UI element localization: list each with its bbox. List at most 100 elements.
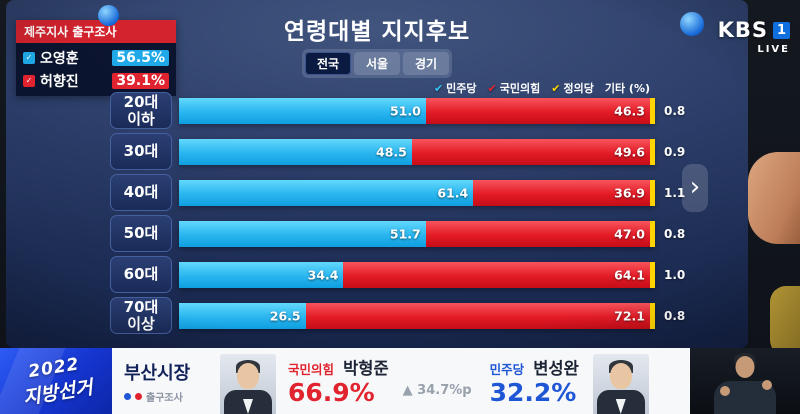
chart-row: 70대 이상 26.5 72.1 0.8 (110, 297, 690, 334)
justice-party-bar (650, 179, 655, 206)
candidate-name: 허향진 (40, 74, 79, 90)
people-power-party-bar: 49.6 (411, 138, 650, 165)
legend-label: 기타 (%) (604, 82, 650, 95)
democratic-party-bar: 26.5 (179, 302, 306, 329)
chart-row: 30대 48.5 49.6 0.9 (110, 133, 690, 170)
interpreter-head (735, 356, 755, 378)
people-power-value: 72.1 (614, 308, 645, 323)
people-power-value: 47.0 (614, 226, 645, 241)
tab-전국[interactable]: 전국 (305, 52, 351, 75)
bottom-ticker: 2022 지방선거 부산시장 출구조사 국민의힘 (0, 348, 800, 414)
legend-item: ✔ 민주당 (434, 80, 477, 96)
exit-poll-panel: 제주지사 출구조사 ✓ 오영훈 56.5% ✓ 허향진 39.1% (16, 20, 176, 96)
photo-head (609, 363, 632, 389)
winner-name: 박형준 (343, 359, 389, 379)
people-power-party-bar: 46.3 (425, 97, 650, 124)
margin-value: ▲ 34.7%p (402, 382, 472, 398)
tab-서울[interactable]: 서울 (354, 52, 400, 75)
justice-party-bar (650, 97, 655, 124)
winner-party: 국민의힘 (288, 362, 335, 378)
justice-party-bar (650, 220, 655, 247)
photo-shirt (615, 399, 626, 414)
runner-up-value: 32.2% (489, 378, 577, 408)
runner-up-party: 민주당 (489, 362, 525, 378)
page-title: 연령대별 지지후보 (283, 19, 471, 45)
age-group-label: 30대 (110, 133, 172, 170)
exit-poll-title: 제주지사 출구조사 (16, 20, 176, 43)
democratic-party-bar: 61.4 (179, 179, 474, 206)
candidate-photo-runner-up (592, 354, 649, 414)
ticker-main: 부산시장 출구조사 국민의힘 박형준 66.9% (112, 348, 690, 414)
people-power-value: 64.1 (614, 267, 645, 282)
red-dot-icon (135, 392, 142, 400)
ballot-icon: ✓ (23, 52, 35, 64)
legend-check-icon: ✔ (433, 81, 444, 95)
others-value: 0.8 (664, 308, 686, 323)
blue-dot-icon (124, 392, 131, 400)
age-group-label: 70대 이상 (110, 297, 172, 334)
people-power-value: 36.9 (614, 185, 645, 200)
candidate-name: 오영훈 (40, 51, 79, 67)
next-chevron-icon[interactable]: › (682, 164, 708, 212)
race-block: 부산시장 출구조사 (124, 359, 210, 404)
legend-label: 국민의힘 (499, 82, 541, 95)
runner-up-name: 변성완 (533, 359, 579, 379)
age-group-label: 50대 (110, 215, 172, 252)
presenter-hand (748, 152, 800, 244)
exit-poll-row: ✓ 오영훈 56.5% (23, 48, 169, 68)
people-power-party-bar: 64.1 (343, 261, 650, 288)
democratic-value: 51.7 (389, 226, 421, 241)
photo-head (237, 363, 259, 389)
democratic-value: 61.4 (437, 185, 469, 200)
democratic-party-bar: 48.5 (179, 138, 412, 165)
ballot-icon: ✓ (23, 75, 35, 87)
race-title: 부산시장 (124, 362, 191, 384)
legend-item: ✔ 정의당 (551, 80, 594, 96)
democratic-party-bar: 51.7 (179, 220, 426, 247)
democratic-party-bar: 51.0 (179, 97, 426, 124)
chart-row: 50대 51.7 47.0 0.8 (110, 215, 690, 252)
chart-row: 20대 이하 51.0 46.3 0.8 (110, 92, 690, 129)
legend-item: ✔ 국민의힘 (488, 80, 541, 96)
justice-party-bar (650, 138, 655, 165)
people-power-value: 46.3 (614, 103, 645, 118)
bar-track: 51.0 46.3 (179, 97, 655, 124)
bar-track: 34.4 64.1 (179, 261, 655, 288)
chart-row: 40대 61.4 36.9 1.1 (110, 174, 690, 211)
candidate-value: 39.1% (112, 73, 169, 89)
live-badge: LIVE (757, 44, 790, 55)
democratic-value: 51.0 (390, 103, 421, 118)
bar-track: 61.4 36.9 (179, 179, 655, 206)
region-tabs: 전국 서울 경기 (302, 49, 452, 78)
people-power-party-bar: 47.0 (425, 220, 650, 247)
legend-label: 민주당 (446, 82, 477, 95)
chart-row: 60대 34.4 64.1 1.0 (110, 256, 690, 293)
exit-poll-badge: 출구조사 (124, 389, 210, 404)
others-value: 1.1 (664, 185, 686, 200)
photo-shirt (243, 399, 253, 414)
others-value: 0.8 (664, 226, 686, 241)
age-group-label: 60대 (110, 256, 172, 293)
bar-track: 48.5 49.6 (179, 138, 655, 165)
winner-block: 국민의힘 박형준 66.9% (288, 355, 389, 407)
kbs-channel-badge: 1 (773, 21, 790, 39)
age-group-label: 40대 (110, 174, 172, 211)
legend: ✔ 민주당 ✔ 국민의힘 ✔ 정의당 기타 (%) (434, 80, 650, 96)
presenter-sleeve (770, 286, 800, 356)
exit-poll-row: ✓ 허향진 39.1% (23, 71, 169, 91)
tab-경기[interactable]: 경기 (403, 52, 449, 75)
broadcaster-logo: KBS 1 LIVE (718, 18, 790, 55)
bar-track: 51.7 47.0 (179, 220, 655, 247)
others-value: 0.9 (664, 144, 686, 159)
interpreter-hand (762, 380, 772, 390)
sign-language-interpreter (690, 348, 800, 414)
justice-party-bar (650, 261, 655, 288)
election-logo-badge: 2022 지방선거 (0, 348, 112, 414)
people-power-value: 49.6 (614, 144, 645, 159)
justice-party-bar (650, 302, 655, 329)
age-group-label: 20대 이하 (110, 92, 172, 129)
democratic-value: 48.5 (376, 144, 407, 159)
candidate-value: 56.5% (112, 50, 169, 66)
people-power-party-bar: 72.1 (305, 302, 650, 329)
